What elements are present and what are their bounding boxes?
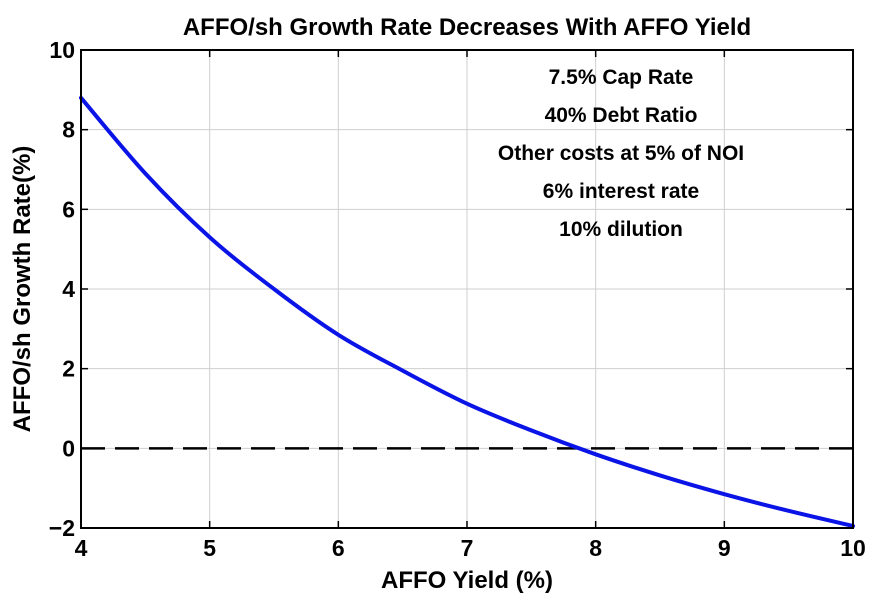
y-tick-labels: −2 0 2 4 6 8 10 [49,37,75,541]
series-group [79,95,855,529]
x-tick-label-3: 7 [461,535,474,561]
y-tick-label-6: 10 [49,37,75,63]
annotation-line-4: 10% dilution [559,218,683,241]
x-tick-label-4: 8 [589,535,602,561]
annotation-block: 7.5% Cap Rate 40% Debt Ratio Other costs a… [498,66,744,241]
x-tick-label-6: 10 [840,535,866,561]
y-tick-label-3: 4 [62,276,75,302]
y-axis-label: AFFO/sh Growth Rate(%) [9,146,36,433]
annotation-line-0: 7.5% Cap Rate [549,66,694,89]
annotation-line-3: 6% interest rate [543,180,699,203]
series-line-0 [79,95,855,529]
x-tick-label-0: 4 [75,535,88,561]
y-tick-label-4: 6 [62,196,75,222]
grid [81,50,853,528]
x-axis-label: AFFO Yield (%) [381,567,553,594]
y-tick-label-0: −2 [49,515,75,541]
y-tick-label-1: 0 [62,435,75,461]
x-tick-label-5: 9 [718,535,731,561]
x-tick-label-1: 5 [203,535,216,561]
chart-title: AFFO/sh Growth Rate Decreases With AFFO … [183,14,751,41]
annotation-line-1: 40% Debt Ratio [545,104,698,127]
ticks [80,49,854,529]
x-tick-label-2: 6 [332,535,345,561]
x-tick-labels: 4 5 6 7 8 9 10 [75,535,866,561]
annotation-line-2: Other costs at 5% of NOI [498,142,744,165]
y-tick-label-5: 8 [62,117,75,143]
y-tick-label-2: 2 [62,356,75,382]
